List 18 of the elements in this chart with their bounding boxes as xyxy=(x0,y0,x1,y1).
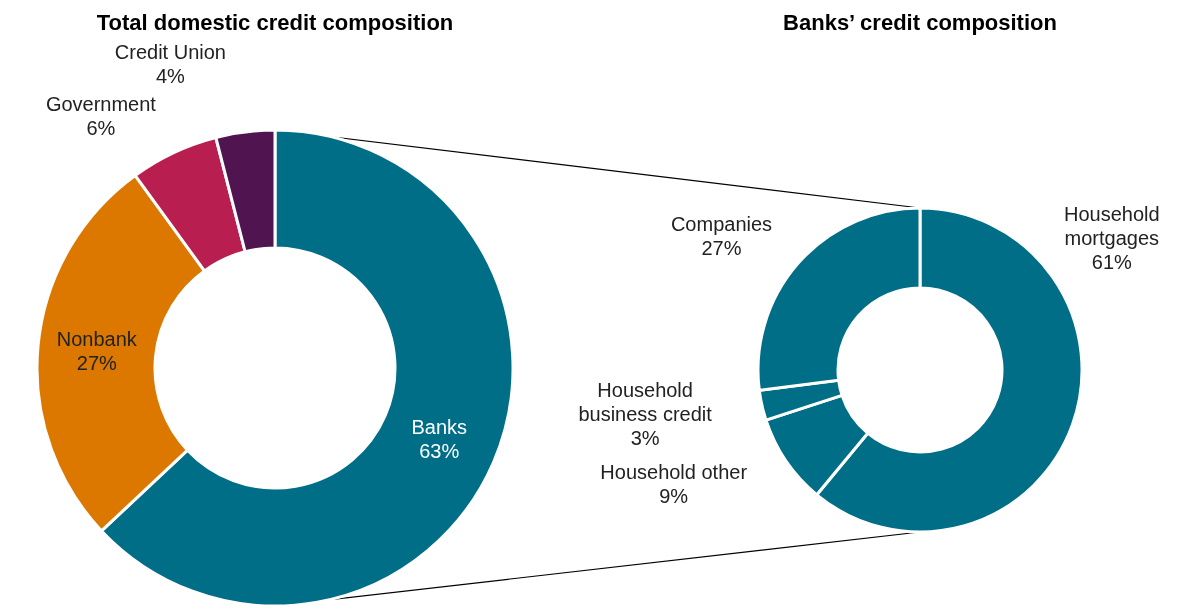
slice-label: Nonbank xyxy=(56,328,138,351)
slice-label: Banks xyxy=(411,416,468,439)
data-label: 6% xyxy=(86,117,116,140)
data-label: 4% xyxy=(155,65,186,88)
data-label: 61% xyxy=(1091,251,1133,274)
data-label: 27% xyxy=(701,237,742,260)
data-label: 9% xyxy=(659,484,689,507)
chart-title: Total domestic credit composition xyxy=(96,10,454,35)
data-label: 3% xyxy=(630,427,660,450)
slice-label: Household business credit xyxy=(578,379,713,426)
slice-label: Credit Union xyxy=(114,41,226,64)
slice-label: Household mortgages xyxy=(1063,203,1160,250)
data-label: 27% xyxy=(76,352,118,375)
chart-title: Banks’ credit composition xyxy=(783,10,1057,35)
slice-label: Government xyxy=(45,93,157,116)
slice-label: Household other xyxy=(600,460,748,483)
slice-label: Companies xyxy=(670,213,773,236)
data-label: 63% xyxy=(419,440,460,463)
